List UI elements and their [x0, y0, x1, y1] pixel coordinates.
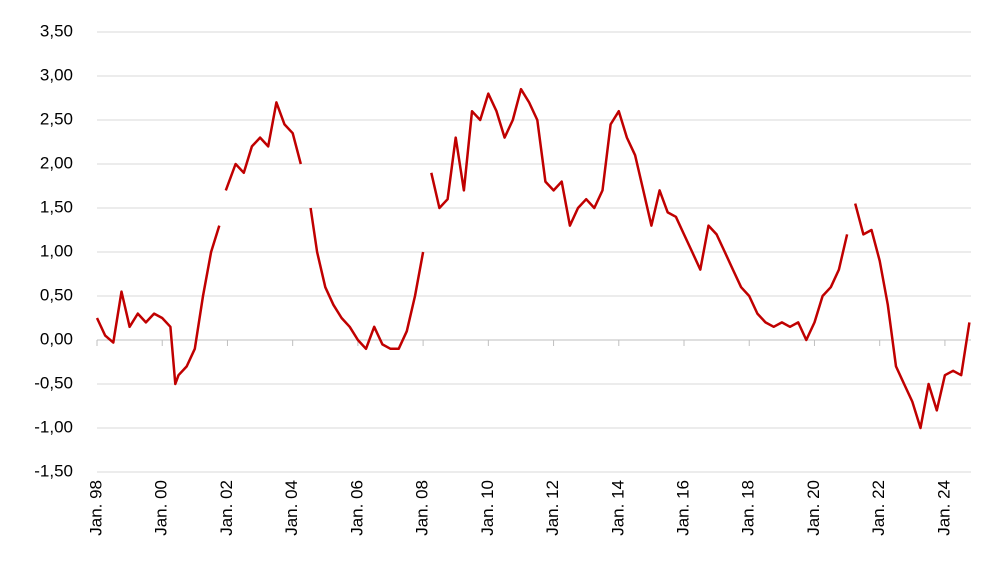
y-tick-label: 0,00 [40, 329, 73, 348]
y-tick-label: 3,00 [40, 65, 73, 84]
x-tick-label: Jan. 20 [804, 480, 823, 536]
data-line [95, 87, 971, 430]
x-tick-label: Jan. 00 [152, 480, 171, 536]
x-tick-label: Jan. 12 [543, 480, 562, 536]
y-tick-label: 1,00 [40, 241, 73, 260]
x-tick-label: Jan. 98 [86, 480, 105, 536]
x-tick-label: Jan. 04 [282, 480, 301, 536]
y-tick-label: -0,50 [34, 373, 73, 392]
x-tick-label: Jan. 08 [413, 480, 432, 536]
x-tick-label: Jan. 16 [673, 480, 692, 536]
x-tick-label: Jan. 06 [347, 480, 366, 536]
x-tick-label: Jan. 02 [217, 480, 236, 536]
y-tick-label: 2,00 [40, 153, 73, 172]
y-tick-label: 2,50 [40, 109, 73, 128]
x-tick-label: Jan. 10 [478, 480, 497, 536]
y-tick-label: -1,00 [34, 417, 73, 436]
y-tick-label: 0,50 [40, 285, 73, 304]
x-tick-label: Jan. 22 [869, 480, 888, 536]
y-tick-label: 3,50 [40, 21, 73, 40]
y-tick-label: 1,50 [40, 197, 73, 216]
x-tick-label: Jan. 24 [934, 480, 953, 536]
x-tick-label: Jan. 14 [608, 480, 627, 536]
x-tick-label: Jan. 18 [739, 480, 758, 536]
y-tick-label: -1,50 [34, 461, 73, 480]
